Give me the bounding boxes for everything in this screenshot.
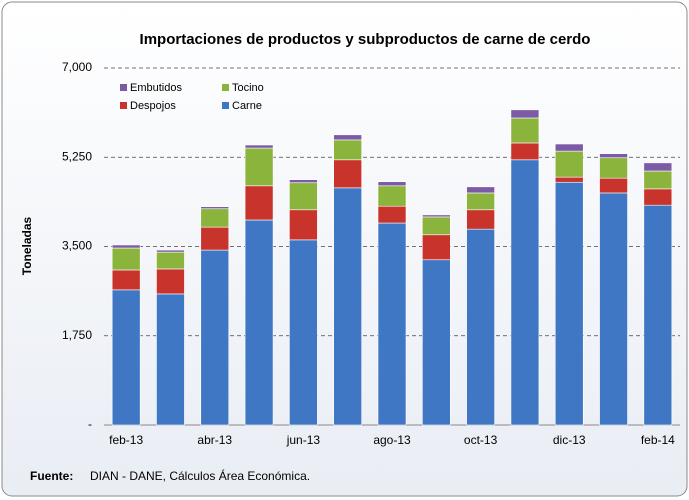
x-tick-label: ago-13 [373,433,411,447]
bar-segment [244,147,274,187]
bar-segment [466,209,495,230]
bar-segment [111,269,141,291]
bar-segment [510,109,540,119]
x-tick-label: feb-14 [641,433,675,447]
bar-segment [466,186,495,194]
legend-label: Tocino [232,82,264,94]
bar-segment [510,117,540,144]
bar-segment [244,185,274,221]
bar-segment [599,177,628,194]
bar-segment [156,251,185,270]
bar-segment [643,162,673,172]
bar-segment [599,153,628,159]
bar-segment [156,249,185,253]
x-tick-label: dic-13 [553,433,586,447]
bar-segment [111,247,141,271]
bar-segment [377,205,407,224]
bar-segment [200,206,230,210]
bar-segment [422,259,451,426]
bar-segment [422,214,451,218]
bar-segment [599,157,628,179]
bar-segment [510,142,540,161]
legend-swatch [222,102,229,109]
legend-swatch [120,102,127,109]
bar-segment [643,170,673,190]
bar-segment [554,176,584,183]
legend-label: Embutidos [130,82,182,94]
bar-segment [156,268,185,295]
source-text: DIAN - DANE, Cálculos Área Económica. [90,468,310,483]
bar-segment [111,244,141,249]
bar-segment [377,222,407,426]
bar-segment [554,150,584,178]
bar-segment [289,179,318,184]
bar-segment [200,249,230,426]
y-tick-label: 1,750 [62,328,92,342]
legend-label: Despojos [130,100,176,112]
bar-segment [333,187,362,426]
bar-segment [377,185,407,207]
y-tick-label: - [88,417,92,431]
bar-segment [554,181,584,426]
bar-segment [333,134,362,141]
bar-segment [422,234,451,261]
y-tick-label: 7,000 [62,60,92,74]
bar-segment [289,209,318,241]
x-tick-label: jun-13 [286,433,321,447]
bar-segment [200,208,230,228]
x-tick-label: feb-13 [109,433,143,447]
y-tick-label: 5,250 [62,149,92,163]
y-tick-label: 3,500 [62,239,92,253]
bar-segment [244,219,274,426]
bar-segment [377,181,407,187]
bar-segment [111,289,141,426]
bar-segment [466,228,495,426]
bar-segment [289,182,318,211]
bar-segment [333,139,362,161]
bar-segment [200,226,230,251]
bar-segment [156,293,185,426]
bar-segment [289,239,318,426]
bar-segment [554,143,584,152]
x-tick-label: abr-13 [197,433,232,447]
bar-segment [244,144,274,149]
y-axis-label: Toneladas [20,216,34,275]
legend-swatch [222,84,229,91]
source-label: Fuente: [30,469,73,483]
bar-segment [510,159,540,426]
bar-segment [599,192,628,426]
bar-segment [422,216,451,236]
chart-title: Importaciones de productos y subproducto… [140,31,591,48]
bar-segment [466,192,495,211]
bar-segment [643,204,673,426]
bar-segment [333,159,362,189]
legend-swatch [120,84,127,91]
x-tick-label: oct-13 [464,433,498,447]
legend-label: Carne [232,100,262,112]
bar-segment [643,188,673,206]
